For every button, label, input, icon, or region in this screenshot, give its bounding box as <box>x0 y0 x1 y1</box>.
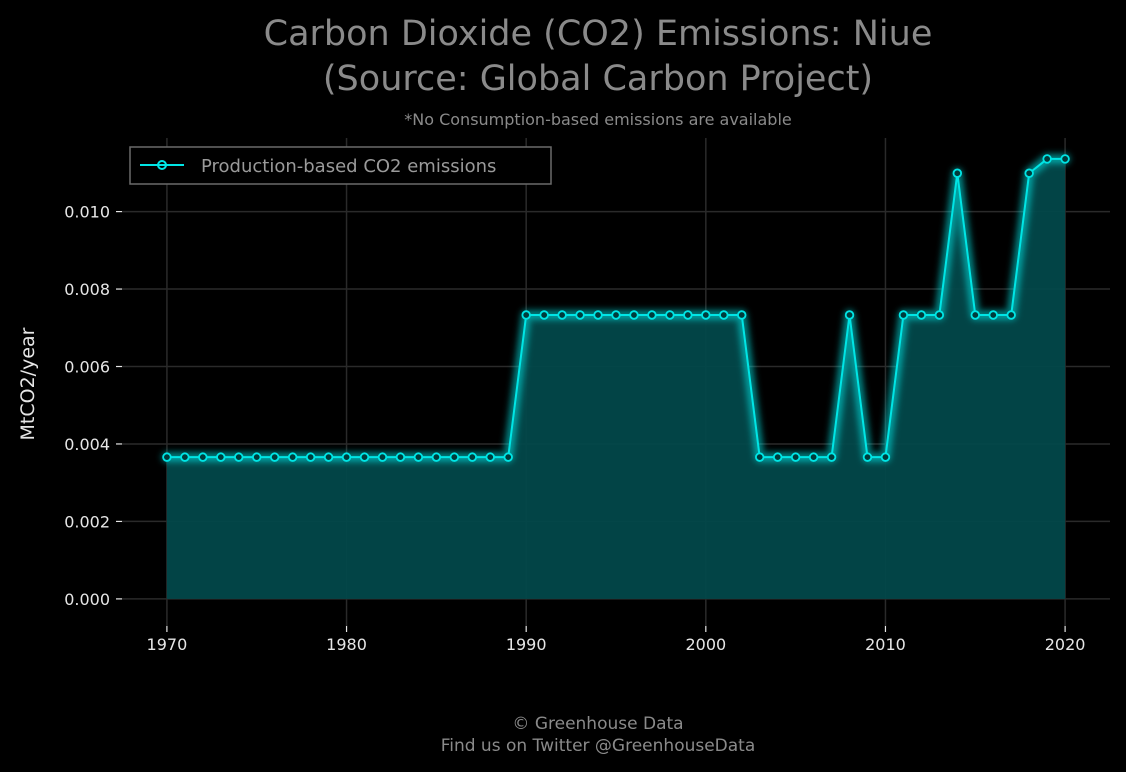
y-tick-label: 0.008 <box>64 280 110 299</box>
data-point-2000 <box>701 310 711 320</box>
y-tick-label: 0.010 <box>64 203 110 222</box>
footer-copyright: © Greenhouse Data <box>512 714 683 734</box>
x-tick-label: 1990 <box>506 635 547 654</box>
y-tick-label: 0.000 <box>64 590 110 609</box>
y-tick-label: 0.006 <box>64 358 110 377</box>
data-point-1982 <box>377 452 388 462</box>
data-point-1979 <box>323 452 334 462</box>
y-axis: 0.000 0.002 0.004 0.006 0.008 0.010 <box>64 203 122 609</box>
data-point-2017 <box>1006 310 1016 320</box>
data-point-2005 <box>790 452 801 462</box>
data-point-2011 <box>898 310 909 320</box>
data-point-2006 <box>808 452 819 462</box>
data-point-1983 <box>395 452 406 462</box>
data-point-2007 <box>826 452 837 462</box>
data-point-2019 <box>1042 154 1052 164</box>
data-point-1994 <box>593 310 603 320</box>
y-tick-label: 0.004 <box>64 435 110 454</box>
data-point-1995 <box>611 310 621 320</box>
data-point-1997 <box>647 310 657 320</box>
data-point-2012 <box>916 310 927 320</box>
legend-entry-label: Production-based CO2 emissions <box>201 156 496 177</box>
legend-box <box>129 146 552 185</box>
data-point-2018 <box>1024 168 1034 178</box>
legend[interactable]: Production-based CO2 emissions <box>129 146 552 185</box>
y-tick-label: 0.002 <box>64 512 110 531</box>
data-point-1976 <box>269 452 280 462</box>
data-point-2014 <box>952 168 963 178</box>
data-point-2002 <box>737 310 747 320</box>
data-point-1975 <box>252 452 262 462</box>
chart-title-line1: Carbon Dioxide (CO2) Emissions: Niue <box>264 14 933 54</box>
data-point-2013 <box>934 310 945 320</box>
data-point-1996 <box>629 310 639 320</box>
data-point-1977 <box>287 452 298 462</box>
series-area-fill <box>166 158 1066 599</box>
chart-title-line2: (Source: Global Carbon Project) <box>323 59 873 99</box>
data-point-1988 <box>485 452 495 462</box>
data-point-1972 <box>198 452 208 462</box>
series-points <box>162 154 1070 462</box>
data-point-1999 <box>683 310 693 320</box>
data-point-1981 <box>359 452 370 462</box>
data-point-1985 <box>431 452 442 462</box>
footer-twitter: Find us on Twitter @GreenhouseData <box>441 736 756 756</box>
data-point-2001 <box>719 310 729 320</box>
data-point-1980 <box>341 452 352 462</box>
data-point-1990 <box>521 310 531 320</box>
data-point-1986 <box>449 452 460 462</box>
data-point-1992 <box>557 310 567 320</box>
data-point-1974 <box>234 452 244 462</box>
data-point-2016 <box>988 310 998 320</box>
x-axis: 1970 1980 1990 2000 2010 2020 <box>147 626 1086 654</box>
data-point-1970 <box>162 452 172 462</box>
legend-marker-swatch <box>157 160 167 170</box>
data-point-2020 <box>1060 154 1070 164</box>
data-point-1984 <box>413 452 424 462</box>
x-tick-label: 1980 <box>326 635 367 654</box>
data-point-1971 <box>180 452 190 462</box>
data-point-1991 <box>539 310 549 320</box>
x-tick-label: 2010 <box>865 635 906 654</box>
data-point-1978 <box>305 452 316 462</box>
data-point-1998 <box>665 310 675 320</box>
data-point-1989 <box>503 452 513 462</box>
data-point-2003 <box>755 452 765 462</box>
x-tick-label: 1970 <box>147 635 188 654</box>
data-point-1987 <box>467 452 477 462</box>
data-point-2008 <box>844 310 855 320</box>
data-point-2015 <box>970 310 980 320</box>
data-point-2009 <box>862 452 873 462</box>
data-point-2010 <box>880 452 891 462</box>
data-point-1993 <box>575 310 585 320</box>
y-axis-label: MtCO2/year <box>17 327 39 440</box>
data-point-2004 <box>772 452 783 462</box>
data-point-1973 <box>216 452 226 462</box>
chart-subtitle: *No Consumption-based emissions are avai… <box>404 110 792 129</box>
x-tick-label: 2020 <box>1045 635 1086 654</box>
x-tick-label: 2000 <box>685 635 726 654</box>
